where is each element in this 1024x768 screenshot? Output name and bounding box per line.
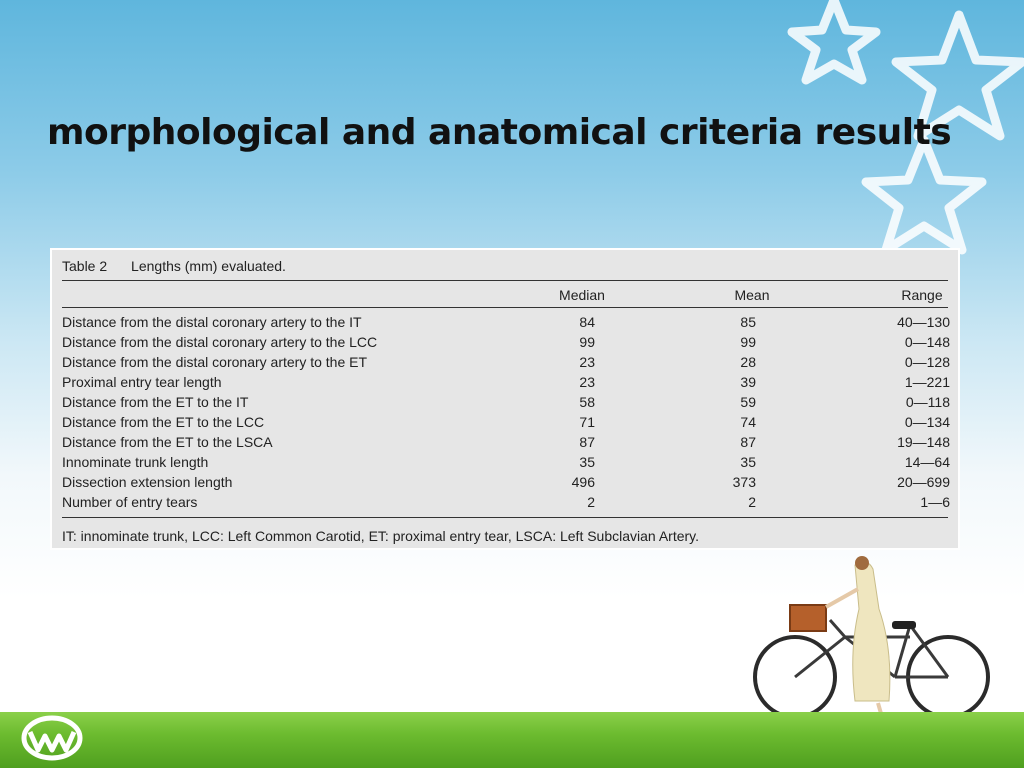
row-mean: 87 [740,434,756,450]
row-label: Distance from the ET to the LSCA [62,434,273,450]
row-range: 20—699 [897,474,950,490]
row-range: 19—148 [897,434,950,450]
table-container: Table 2 Lengths (mm) evaluated. Median M… [52,250,958,548]
row-median: 58 [579,394,595,410]
table-row: Number of entry tears 2 2 1—6 [62,494,950,514]
row-mean: 35 [740,454,756,470]
company-logo-icon [21,715,83,761]
row-range: 1—221 [904,374,950,390]
table-row: Distance from the distal coronary artery… [62,314,950,334]
row-range: 0—128 [904,354,950,370]
row-median: 496 [571,474,595,490]
slide-title: morphological and anatomical criteria re… [47,112,952,153]
row-label: Proximal entry tear length [62,374,222,390]
row-label: Innominate trunk length [62,454,209,470]
row-mean: 74 [740,414,756,430]
row-median: 2 [587,494,595,510]
row-range: 0—118 [905,394,950,410]
table-bottom-rule [62,517,948,518]
row-median: 35 [579,454,595,470]
row-label: Distance from the distal coronary artery… [62,354,368,370]
row-label: Distance from the ET to the LCC [62,414,265,430]
table-number: Table 2 [62,258,108,274]
row-median: 99 [579,334,595,350]
row-median: 84 [579,314,595,330]
table-row: Distance from the ET to the LSCA 87 87 1… [62,434,950,454]
header-mean: Mean [734,287,770,303]
row-median: 87 [579,434,595,450]
table-header-rule [62,307,948,308]
row-range: 14—64 [904,454,950,470]
row-label: Distance from the distal coronary artery… [62,334,378,350]
table-image: Table 2 Lengths (mm) evaluated. Median M… [50,248,960,550]
grass-field [0,712,1024,768]
table-row: Innominate trunk length 35 35 14—64 [62,454,950,474]
table-row: Distance from the distal coronary artery… [62,334,950,354]
table-header-row: Median Mean Range [62,287,948,307]
star-decoration [787,0,1024,255]
row-median: 23 [579,354,595,370]
table-row: Distance from the ET to the LCC 71 74 0—… [62,414,950,434]
row-range: 0—134 [904,414,950,430]
bicycle-girl-illustration [753,556,990,719]
table-top-rule [62,280,948,281]
row-label: Distance from the distal coronary artery… [62,314,362,330]
row-mean: 2 [748,494,756,510]
basket-icon [789,604,827,632]
table-caption-text: Lengths (mm) evaluated. [131,258,286,274]
table-row: Proximal entry tear length 23 39 1—221 [62,374,950,394]
row-range: 40—130 [897,314,950,330]
table-row: Distance from the ET to the IT 58 59 0—1… [62,394,950,414]
row-mean: 39 [740,374,756,390]
header-range: Range [901,287,943,303]
row-label: Distance from the ET to the IT [62,394,249,410]
row-mean: 99 [740,334,756,350]
row-mean: 85 [740,314,756,330]
table-caption: Table 2 Lengths (mm) evaluated. [62,258,286,274]
row-label: Dissection extension length [62,474,233,490]
table-footnote: IT: innominate trunk, LCC: Left Common C… [62,528,700,544]
row-median: 23 [579,374,595,390]
row-mean: 59 [740,394,756,410]
table-row: Dissection extension length 496 373 20—6… [62,474,950,494]
header-median: Median [559,287,605,303]
row-range: 1—6 [920,494,950,510]
table-row: Distance from the distal coronary artery… [62,354,950,374]
row-label: Number of entry tears [62,494,198,510]
row-range: 0—148 [904,334,950,350]
row-median: 71 [579,414,595,430]
row-mean: 373 [732,474,756,490]
row-mean: 28 [740,354,756,370]
